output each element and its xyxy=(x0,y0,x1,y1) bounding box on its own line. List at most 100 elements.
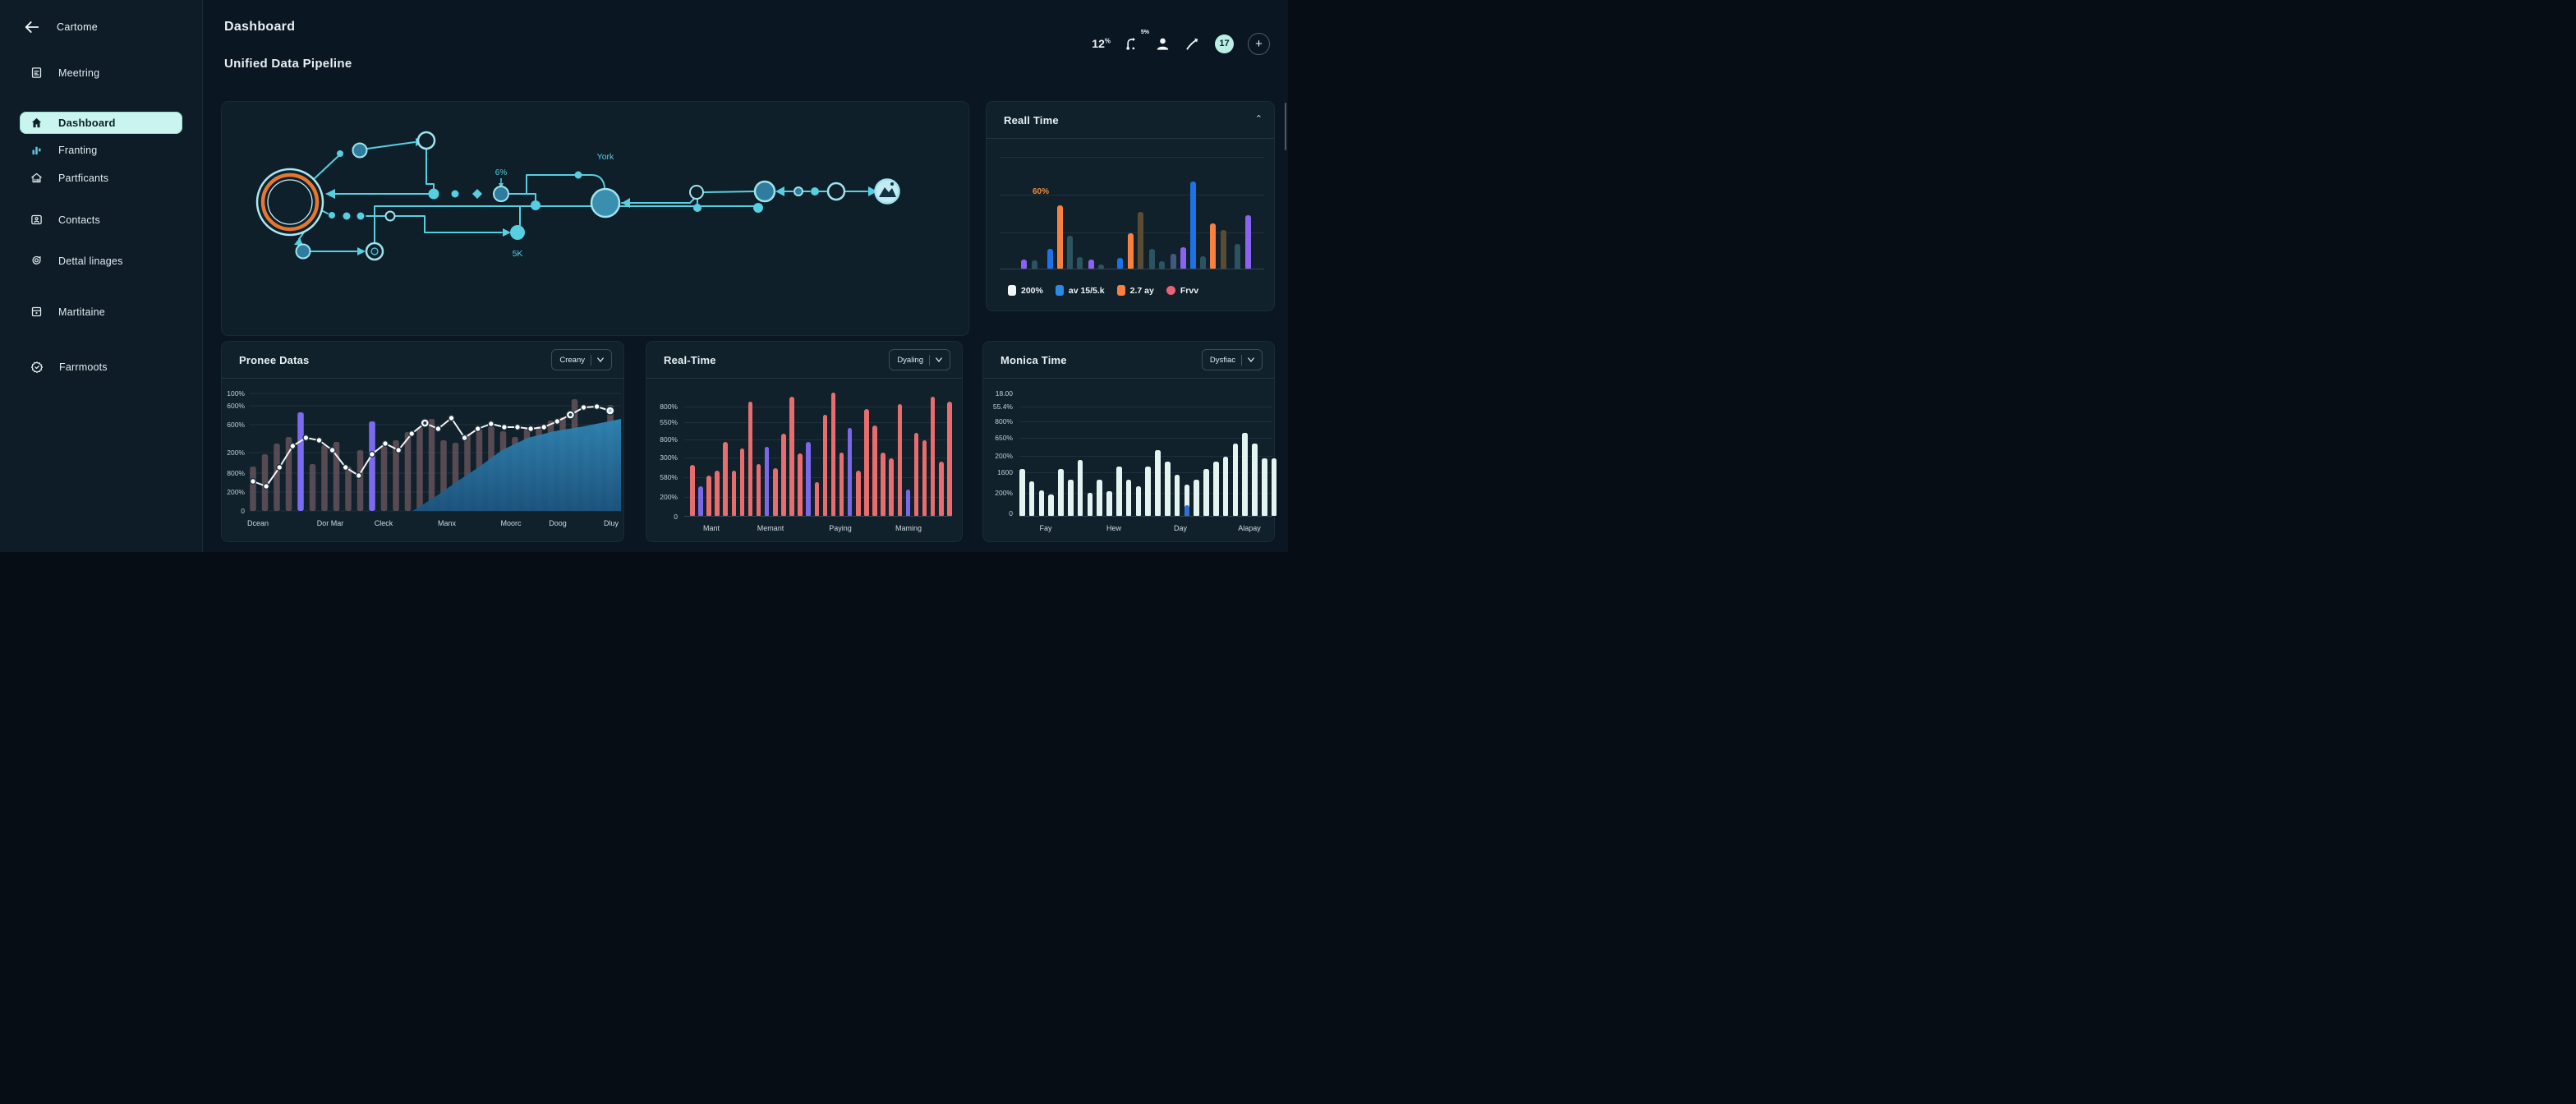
pipeline-node-source[interactable] xyxy=(255,168,324,237)
line-marker xyxy=(262,482,270,490)
sidebar-item-dettal-linages[interactable]: Dettal linages xyxy=(20,250,182,272)
line-marker xyxy=(580,403,587,412)
y-axis-tick: 800% xyxy=(660,402,678,411)
y-axis-tick: 55.4% xyxy=(992,402,1013,411)
bar xyxy=(1184,485,1190,516)
bar xyxy=(830,393,836,516)
legend-swatch xyxy=(1055,285,1064,296)
bar xyxy=(748,402,753,516)
pipeline-node[interactable] xyxy=(794,186,803,196)
line-marker xyxy=(474,425,481,433)
sidebar-item-dashboard[interactable]: Dashboard xyxy=(20,112,182,134)
side-chart-area xyxy=(1000,147,1264,269)
bar xyxy=(309,464,316,511)
sidebar-item-partficants[interactable]: Partficants xyxy=(20,167,182,189)
line-marker xyxy=(500,423,508,431)
add-button[interactable]: + xyxy=(1248,32,1270,55)
legend-label: Frvv xyxy=(1180,285,1199,296)
gridline xyxy=(1019,421,1272,422)
y-axis-tick: 580% xyxy=(660,473,678,481)
bar xyxy=(1077,460,1083,516)
scrollbar[interactable] xyxy=(1285,103,1286,150)
panel-title: Reall Time xyxy=(1004,114,1059,126)
pipeline-node[interactable] xyxy=(826,182,846,201)
bar xyxy=(715,471,720,516)
line-marker xyxy=(355,472,362,480)
pipeline-node[interactable] xyxy=(753,180,776,203)
bar xyxy=(881,453,886,516)
bar xyxy=(356,450,364,511)
sidebar-item-farrmoots[interactable]: Farrmoots xyxy=(20,356,182,378)
bar xyxy=(1155,450,1161,516)
bar xyxy=(1271,458,1277,516)
gridline xyxy=(1019,456,1272,457)
x-axis-tick: Day xyxy=(1173,524,1188,532)
line-series xyxy=(252,406,610,487)
back-arrow-icon[interactable] xyxy=(25,21,39,33)
line-marker xyxy=(408,430,416,438)
bar xyxy=(847,428,853,516)
pronee-filter-dropdown[interactable]: Creany xyxy=(551,349,612,370)
pipeline-node[interactable] xyxy=(416,131,436,150)
trending-arrow-icon[interactable] xyxy=(1184,35,1201,52)
notification-badge[interactable]: 17 xyxy=(1215,34,1234,53)
collapse-icon[interactable]: ⌃ xyxy=(1254,114,1263,124)
pipeline-node-lock[interactable] xyxy=(365,242,384,261)
legend-swatch xyxy=(1116,285,1125,296)
bar xyxy=(706,476,711,516)
x-axis-tick: Paying xyxy=(829,524,852,532)
workspace-label: Cartome xyxy=(57,21,99,33)
bar xyxy=(947,402,952,516)
bar xyxy=(781,434,786,516)
sidebar-item-label: Martitaine xyxy=(58,306,105,318)
bar xyxy=(822,415,828,516)
building-icon xyxy=(30,172,43,184)
bar xyxy=(261,454,269,511)
gridline xyxy=(684,439,952,440)
y-axis-tick: 300% xyxy=(660,453,678,462)
pipeline-node-5k[interactable] xyxy=(510,225,525,240)
bar xyxy=(1138,212,1143,269)
legend-swatch xyxy=(1166,286,1175,295)
y-axis-tick: 550% xyxy=(660,418,678,426)
bar xyxy=(1028,481,1035,516)
bar xyxy=(1019,469,1025,516)
mountain-icon xyxy=(879,187,896,197)
pipeline-node-york[interactable] xyxy=(590,187,621,218)
pipeline-node-pct[interactable] xyxy=(493,186,509,202)
bar xyxy=(333,442,340,511)
pipeline-diagram: York 6% 5K xyxy=(255,131,900,261)
user-icon[interactable] xyxy=(1155,36,1171,52)
peak-value-label: 60% xyxy=(1033,187,1050,196)
bar xyxy=(1210,223,1216,269)
legend-label: 200% xyxy=(1021,285,1043,296)
sidebar-item-franting[interactable]: Franting xyxy=(20,139,182,161)
sidebar-item-label: Farrmoots xyxy=(59,361,108,373)
sidebar-item-martitaine[interactable]: Martitaine xyxy=(20,301,182,323)
y-axis-tick: 0 xyxy=(674,513,678,521)
y-axis-tick: 200% xyxy=(995,452,1013,460)
sidebar-item-contacts[interactable]: Contacts xyxy=(20,209,182,231)
bar xyxy=(1203,469,1209,516)
york-label: York xyxy=(597,152,614,162)
pipeline-node[interactable] xyxy=(689,185,704,200)
bar xyxy=(1032,260,1037,269)
bar xyxy=(345,467,352,511)
pipeline-node[interactable] xyxy=(295,243,311,260)
branch-flow-icon[interactable]: 5% xyxy=(1125,30,1149,52)
pipeline-node[interactable] xyxy=(352,142,368,159)
bar xyxy=(739,448,745,516)
back-button[interactable]: Cartome xyxy=(25,16,98,38)
monica-filter-dropdown[interactable]: Dysfiac xyxy=(1201,349,1263,370)
sidebar-item-meetring[interactable]: Meetring xyxy=(20,62,182,84)
real-time-filter-dropdown[interactable]: Dyaling xyxy=(889,349,950,370)
bar xyxy=(756,464,761,516)
pipeline-node-output[interactable] xyxy=(874,178,900,205)
pipeline-node[interactable] xyxy=(384,210,396,222)
reall-time-panel: Reall Time ⌃ 200% av 15/5.k 2.7 ay Frvv 60% xyxy=(986,101,1275,311)
bar xyxy=(404,432,412,511)
contact-icon xyxy=(30,214,43,226)
line-marker xyxy=(461,434,468,442)
bar xyxy=(1165,462,1171,516)
monica-chart-area xyxy=(1019,393,1277,517)
